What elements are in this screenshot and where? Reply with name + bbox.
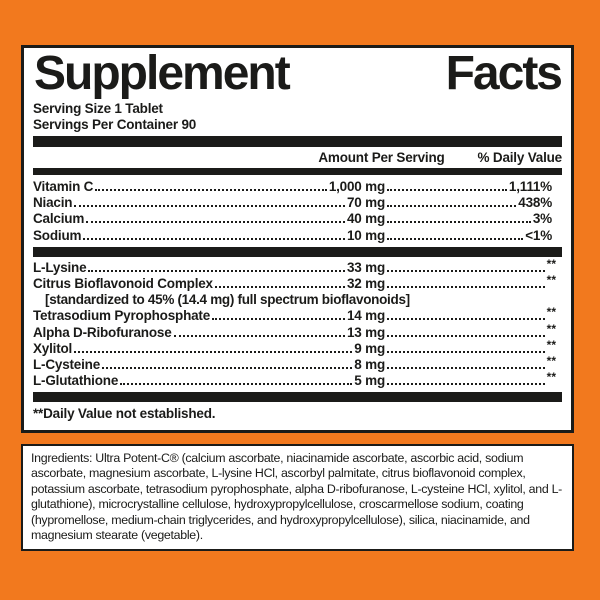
leader-dots xyxy=(102,367,353,370)
nutrient-section-2: L-Lysine 33 mg ** Citrus Bioflavonoid Com… xyxy=(33,257,562,390)
nutrient-section-1: Vitamin C 1,000 mg 1,111% Niacin 70 mg 438… xyxy=(33,179,562,244)
nutrient-row-alpha-d-ribofuranose: Alpha D-Ribofuranose 13 mg ** xyxy=(33,322,562,341)
leader-dots xyxy=(86,221,345,224)
thick-divider-top xyxy=(33,136,562,147)
thick-divider-headers xyxy=(33,168,562,175)
leader-dots xyxy=(387,383,545,386)
leader-dots xyxy=(95,189,327,191)
nutrient-amount: 32 mg xyxy=(346,276,385,292)
ingredients-text: Ingredients: Ultra Potent-C® (calcium as… xyxy=(31,451,563,543)
nutrient-name: Calcium xyxy=(33,211,85,227)
nutrient-row-l-lysine: L-Lysine 33 mg ** xyxy=(33,257,562,276)
nutrient-daily-value: 438% xyxy=(518,195,552,211)
ingredients-box: Ingredients: Ultra Potent-C® (calcium as… xyxy=(21,444,574,552)
nutrient-name: Alpha D-Ribofuranose xyxy=(33,324,172,340)
nutrient-name: L-Cysteine xyxy=(33,357,101,373)
nutrient-name: Sodium xyxy=(33,227,82,243)
thick-divider-bottom xyxy=(33,392,562,403)
nutrient-daily-value-asterisks: ** xyxy=(546,256,556,271)
nutrient-row-vitamin-c: Vitamin C 1,000 mg 1,111% xyxy=(33,179,562,195)
nutrient-name: Citrus Bioflavonoid Complex xyxy=(33,276,213,292)
nutrient-daily-value: <1% xyxy=(525,227,552,243)
daily-value-header: % Daily Value xyxy=(477,150,563,165)
leader-dots xyxy=(387,237,524,240)
leader-dots xyxy=(387,334,545,337)
nutrient-amount: 9 mg xyxy=(354,340,385,356)
nutrient-daily-value-asterisks: ** xyxy=(546,337,556,352)
nutrient-daily-value: 1,111% xyxy=(508,179,552,194)
nutrient-amount: 33 mg xyxy=(346,259,385,275)
leader-dots xyxy=(120,383,353,386)
leader-dots xyxy=(173,334,345,337)
nutrient-daily-value-asterisks: ** xyxy=(546,354,556,369)
nutrient-daily-value-asterisks: ** xyxy=(546,273,556,288)
nutrient-row-xylitol: Xylitol 9 mg ** xyxy=(33,338,562,357)
leader-dots xyxy=(214,286,345,289)
leader-dots xyxy=(387,269,545,272)
leader-dots xyxy=(387,286,545,289)
leader-dots xyxy=(83,237,345,240)
nutrient-row-sodium: Sodium 10 mg <1% xyxy=(33,228,562,244)
leader-dots xyxy=(74,350,353,353)
nutrient-daily-value-asterisks: ** xyxy=(546,321,556,336)
nutrient-amount: 70 mg xyxy=(346,195,385,211)
nutrient-row-citrus-bioflavonoid-complex: Citrus Bioflavonoid Complex 32 mg ** xyxy=(33,273,562,292)
servings-per-container: Servings Per Container 90 xyxy=(33,117,197,132)
nutrient-daily-value-asterisks: ** xyxy=(546,305,556,320)
daily-value-footnote: **Daily Value not established. xyxy=(33,406,216,422)
nutrient-amount: 8 mg xyxy=(354,357,385,373)
leader-dots xyxy=(387,318,545,321)
amount-per-serving-header: Amount Per Serving xyxy=(318,150,445,165)
leader-dots xyxy=(88,269,345,272)
nutrient-amount: 1,000 mg xyxy=(328,179,385,194)
nutrient-name: Niacin xyxy=(33,195,73,211)
nutrient-amount: 13 mg xyxy=(346,324,385,340)
nutrient-name: L-Lysine xyxy=(33,259,87,275)
facts-title-word-supplement: Supplement xyxy=(34,47,291,100)
nutrient-amount: 40 mg xyxy=(346,211,385,227)
nutrient-row-l-cysteine: L-Cysteine 8 mg ** xyxy=(33,354,562,373)
leader-dots xyxy=(387,205,517,208)
nutrient-daily-value: 3% xyxy=(532,211,552,227)
nutrient-row-l-glutathione: L-Glutathione 5 mg ** xyxy=(33,370,562,389)
leader-dots xyxy=(387,350,545,353)
nutrient-daily-value-asterisks: ** xyxy=(546,370,556,385)
column-headers: Amount Per Serving % Daily Value xyxy=(33,147,562,168)
nutrient-amount: 14 mg xyxy=(346,308,385,324)
nutrient-name: Xylitol xyxy=(33,340,73,356)
nutrient-amount: 5 mg xyxy=(354,373,385,389)
leader-dots xyxy=(387,221,531,224)
serving-size: Serving Size 1 Tablet xyxy=(33,101,163,116)
leader-dots xyxy=(387,367,545,370)
nutrient-row-niacin: Niacin 70 mg 438% xyxy=(33,195,562,211)
nutrient-name: Vitamin C xyxy=(33,179,94,194)
leader-dots xyxy=(387,189,507,191)
supplement-facts-panel: Supplement Facts Serving Size 1 Tablet S… xyxy=(21,45,574,433)
standardization-note: [standardized to 45% (14.4 mg) full spec… xyxy=(45,292,410,308)
nutrient-name: L-Glutathione xyxy=(33,373,119,389)
leader-dots xyxy=(212,318,345,321)
facts-title: Supplement Facts xyxy=(33,47,563,100)
thick-divider-middle xyxy=(33,246,562,257)
nutrient-amount: 10 mg xyxy=(346,227,385,243)
nutrient-row-calcium: Calcium 40 mg 3% xyxy=(33,211,562,227)
nutrient-row-tetrasodium-pyrophosphate: Tetrasodium Pyrophosphate 14 mg ** xyxy=(33,305,562,324)
nutrient-name: Tetrasodium Pyrophosphate xyxy=(33,308,211,324)
facts-title-word-facts: Facts xyxy=(445,47,563,100)
leader-dots xyxy=(74,205,345,208)
